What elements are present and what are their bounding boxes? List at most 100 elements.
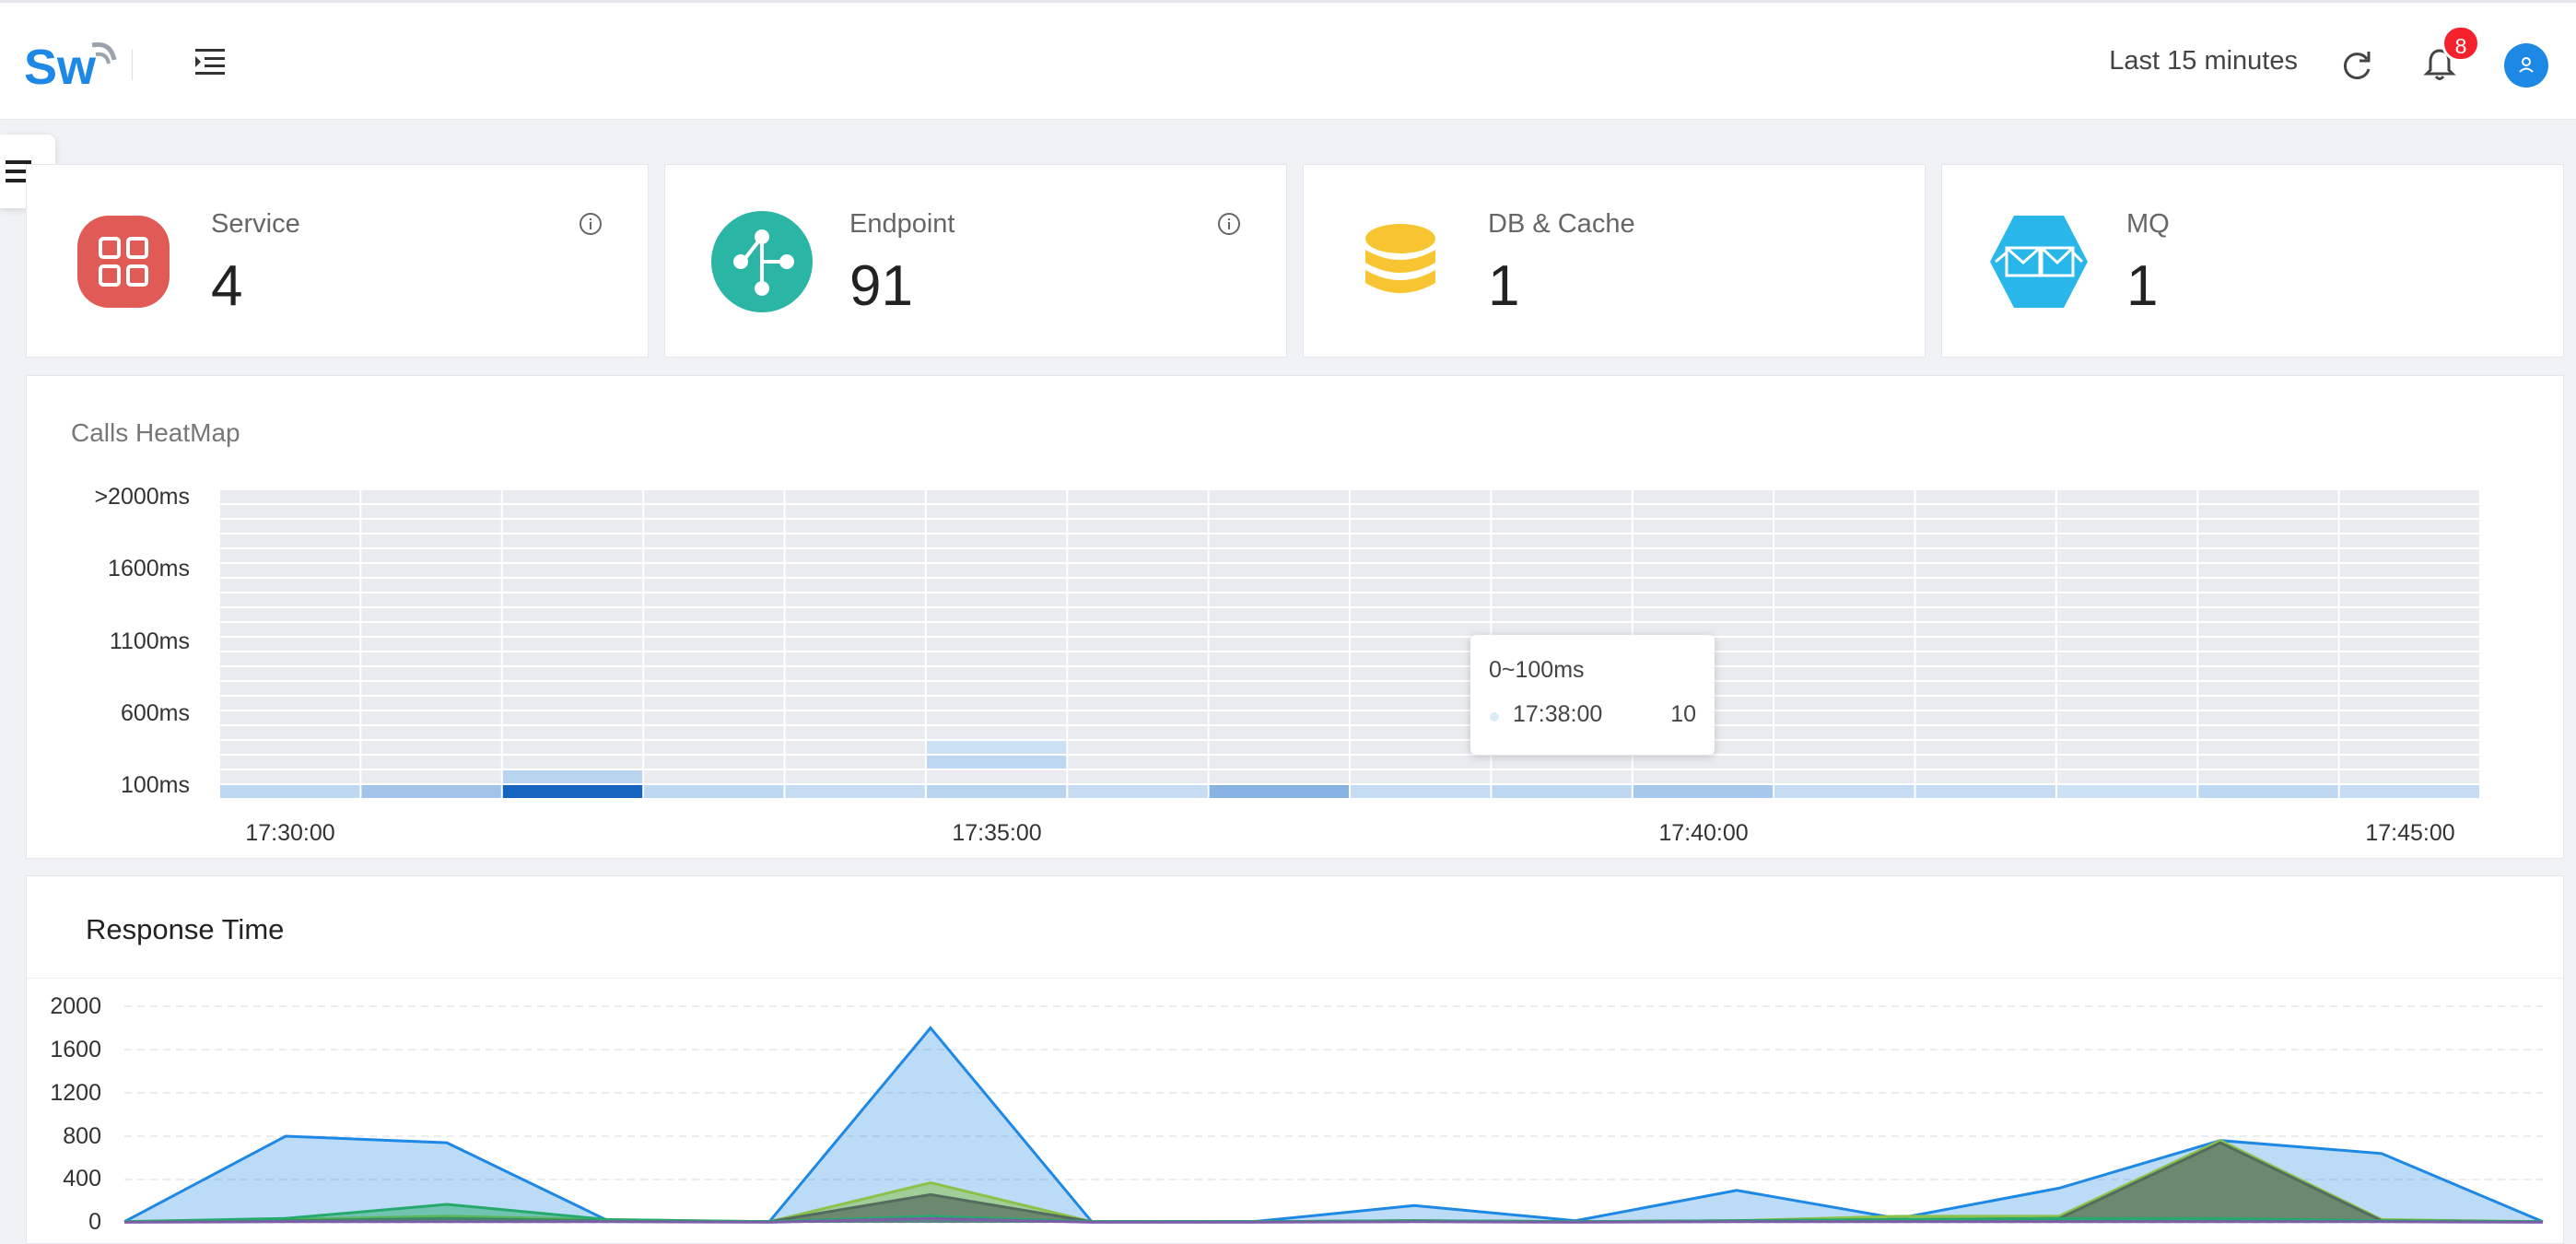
heatmap-cell[interactable] <box>2339 490 2479 503</box>
heatmap-cell[interactable] <box>2056 623 2197 636</box>
heatmap-cell[interactable] <box>1633 564 1774 577</box>
heatmap-cell[interactable] <box>1351 667 1491 680</box>
heatmap-cell[interactable] <box>926 564 1067 577</box>
heatmap-cell[interactable] <box>1209 785 1349 798</box>
heatmap-cell[interactable] <box>785 593 925 606</box>
heatmap-cell[interactable] <box>2056 711 2197 724</box>
heatmap-cell[interactable] <box>1774 756 1914 769</box>
series-line-4[interactable] <box>123 1216 2544 1224</box>
heatmap-cell[interactable] <box>1068 638 1208 651</box>
heatmap-cell[interactable] <box>785 652 925 665</box>
heatmap-cell[interactable] <box>502 520 643 533</box>
heatmap-cell[interactable] <box>644 608 784 621</box>
heatmap-cell[interactable] <box>1915 741 2055 754</box>
heatmap-cell[interactable] <box>1492 534 1632 547</box>
heatmap-cell[interactable] <box>361 741 501 754</box>
heatmap-cell[interactable] <box>1915 667 2055 680</box>
heatmap-cell[interactable] <box>502 490 643 503</box>
heatmap-cell[interactable] <box>361 608 501 621</box>
info-icon[interactable] <box>578 211 603 237</box>
heatmap-cell[interactable] <box>1351 638 1491 651</box>
heatmap-cell[interactable] <box>1068 549 1208 562</box>
heatmap-cell[interactable] <box>1774 608 1914 621</box>
heatmap-cell[interactable] <box>926 711 1067 724</box>
heatmap-cell[interactable] <box>361 652 501 665</box>
heatmap-cell[interactable] <box>220 505 360 518</box>
heatmap-cell[interactable] <box>1492 623 1632 636</box>
heatmap-cell[interactable] <box>1351 549 1491 562</box>
heatmap-cell[interactable] <box>1492 490 1632 503</box>
heatmap-cell[interactable] <box>1209 711 1349 724</box>
heatmap-cell[interactable] <box>1915 579 2055 592</box>
heatmap-cell[interactable] <box>502 623 643 636</box>
heatmap-cell[interactable] <box>1351 726 1491 739</box>
heatmap-cell[interactable] <box>1209 682 1349 695</box>
heatmap-cell[interactable] <box>1068 726 1208 739</box>
heatmap-cell[interactable] <box>2198 564 2338 577</box>
heatmap-cell[interactable] <box>785 579 925 592</box>
heatmap-cell[interactable] <box>2339 579 2479 592</box>
heatmap-cell[interactable] <box>2056 593 2197 606</box>
heatmap-cell[interactable] <box>1915 652 2055 665</box>
heatmap-cell[interactable] <box>1209 638 1349 651</box>
heatmap-cell[interactable] <box>644 682 784 695</box>
heatmap-cell[interactable] <box>1068 564 1208 577</box>
time-range-selector[interactable]: Last 15 minutes <box>2109 46 2298 76</box>
heatmap-cell[interactable] <box>2339 741 2479 754</box>
heatmap-cell[interactable] <box>1774 697 1914 710</box>
heatmap-cell[interactable] <box>1351 623 1491 636</box>
heatmap-cell[interactable] <box>926 579 1067 592</box>
heatmap-cell[interactable] <box>926 593 1067 606</box>
heatmap-cell[interactable] <box>502 756 643 769</box>
heatmap-cell[interactable] <box>1915 756 2055 769</box>
response-time-chart[interactable] <box>120 995 2552 1244</box>
series-line-0[interactable] <box>123 1026 2544 1224</box>
heatmap-cell[interactable] <box>2198 505 2338 518</box>
heatmap-cell[interactable] <box>1209 579 1349 592</box>
heatmap-cell[interactable] <box>1633 756 1774 769</box>
heatmap-cell[interactable] <box>926 770 1067 783</box>
heatmap-cell[interactable] <box>2339 534 2479 547</box>
heatmap-cell[interactable] <box>1068 785 1208 798</box>
heatmap-cell[interactable] <box>785 711 925 724</box>
heatmap-cell[interactable] <box>361 579 501 592</box>
heatmap-cell[interactable] <box>220 638 360 651</box>
heatmap-cell[interactable] <box>1492 579 1632 592</box>
heatmap-cell[interactable] <box>785 564 925 577</box>
heatmap-cell[interactable] <box>785 726 925 739</box>
heatmap-cell[interactable] <box>1774 638 1914 651</box>
heatmap-cell[interactable] <box>1209 520 1349 533</box>
heatmap-cell[interactable] <box>2198 785 2338 798</box>
heatmap-cell[interactable] <box>502 549 643 562</box>
heatmap-cell[interactable] <box>1209 652 1349 665</box>
heatmap-cell[interactable] <box>644 520 784 533</box>
heatmap-cell[interactable] <box>1915 785 2055 798</box>
heatmap-cell[interactable] <box>2056 505 2197 518</box>
heatmap-cell[interactable] <box>1492 785 1632 798</box>
heatmap-cell[interactable] <box>2339 593 2479 606</box>
heatmap-cell[interactable] <box>361 785 501 798</box>
heatmap-cell[interactable] <box>1774 593 1914 606</box>
heatmap-cell[interactable] <box>1915 682 2055 695</box>
heatmap-cell[interactable] <box>1915 520 2055 533</box>
heatmap-cell[interactable] <box>1915 711 2055 724</box>
heatmap-cell[interactable] <box>2056 785 2197 798</box>
heatmap-cell[interactable] <box>1774 505 1914 518</box>
heatmap-cell[interactable] <box>1351 534 1491 547</box>
heatmap-cell[interactable] <box>1915 770 2055 783</box>
heatmap-cell[interactable] <box>2198 534 2338 547</box>
heatmap-cell[interactable] <box>2198 756 2338 769</box>
heatmap-cell[interactable] <box>2339 711 2479 724</box>
heatmap-cell[interactable] <box>644 711 784 724</box>
heatmap-cell[interactable] <box>1351 520 1491 533</box>
heatmap-cell[interactable] <box>644 549 784 562</box>
heatmap-cell[interactable] <box>1068 652 1208 665</box>
heatmap-cell[interactable] <box>220 490 360 503</box>
heatmap-cell[interactable] <box>502 593 643 606</box>
heatmap-cell[interactable] <box>502 770 643 783</box>
user-avatar[interactable] <box>2504 43 2548 88</box>
heatmap-cell[interactable] <box>1774 579 1914 592</box>
heatmap-cell[interactable] <box>2198 623 2338 636</box>
heatmap-cell[interactable] <box>1915 623 2055 636</box>
heatmap-cell[interactable] <box>1774 564 1914 577</box>
